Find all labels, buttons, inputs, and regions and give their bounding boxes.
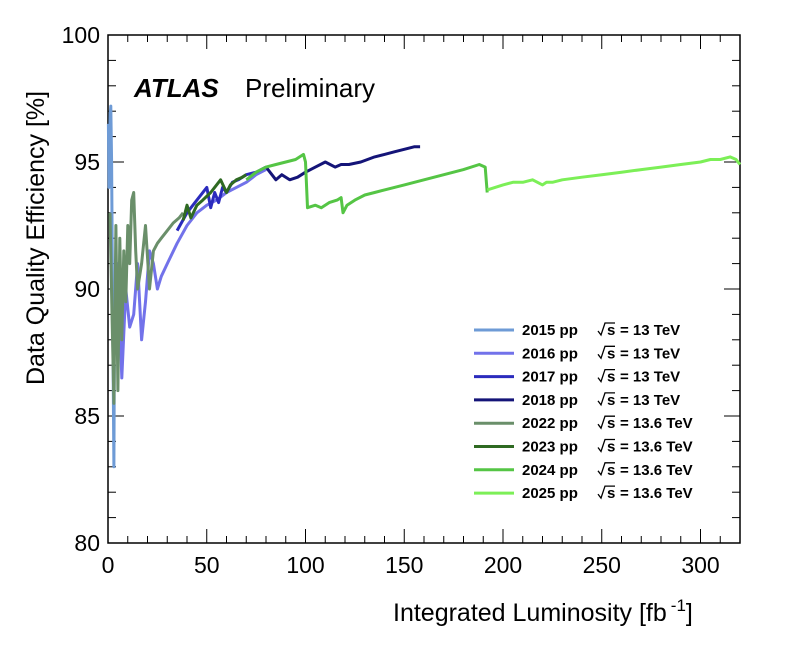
legend-entry: 2018 pp s = 13 TeV [474,392,680,409]
legend-label: 2015 pp [522,322,578,339]
legend-s: s [607,392,615,409]
legend-energy: = 13 TeV [620,369,680,386]
x-tick-label: 100 [286,552,324,578]
x-tick-label: 300 [681,552,719,578]
series-line-2015 [106,104,116,469]
sqrt-icon [597,368,615,383]
legend-energy: = 13.6 TeV [620,415,693,432]
y-tick-label: 85 [74,403,100,429]
x-axis-title-superscript: -1 [671,596,686,615]
x-axis-title: Integrated Luminosity [fb -1] [393,596,693,627]
legend-s: s [607,439,615,456]
x-tick-label: 150 [385,552,423,578]
y-tick-label: 100 [62,22,100,48]
legend-label: 2023 pp [522,439,578,456]
legend-entry: 2017 pp s = 13 TeV [474,369,680,386]
y-tick-label: 80 [74,530,100,556]
x-axis: 0 50 100 150 200 250 300 [102,35,741,578]
legend-energy: = 13 TeV [620,345,680,362]
legend-s: s [607,322,615,339]
legend-energy: = 13.6 TeV [620,439,693,456]
y-tick-label: 90 [74,276,100,302]
legend-entry: 2015 pp s = 13 TeV [474,322,680,339]
legend-label: 2017 pp [522,369,578,386]
series-lines [106,104,742,469]
series-line-2018 [264,145,421,182]
x-tick-label: 250 [583,552,621,578]
legend-energy: = 13 TeV [620,322,680,339]
legend-entry: 2016 pp s = 13 TeV [474,345,680,362]
legend-label: 2016 pp [522,345,578,362]
sqrt-icon [597,345,615,360]
y-tick-label: 95 [74,149,100,175]
x-axis-title-close: ] [686,599,693,627]
series-line-2023 [181,173,248,221]
legend-s: s [607,415,615,432]
legend-label: 2024 pp [522,462,578,479]
sqrt-icon [597,322,615,337]
series-line-2025 [486,155,742,192]
legend-energy: = 13 TeV [620,392,680,409]
sqrt-icon [597,392,615,407]
x-tick-label: 0 [102,552,115,578]
atlas-label: ATLAS [133,73,219,103]
y-axis: 80 85 90 95 100 [62,22,740,556]
preliminary-label: Preliminary [245,73,375,103]
sqrt-icon [597,485,615,500]
legend-entry: 2022 pp s = 13.6 TeV [474,415,693,432]
sqrt-icon [597,462,615,477]
sqrt-icon [597,438,615,453]
legend-label: 2018 pp [522,392,578,409]
legend-s: s [607,345,615,362]
legend-s: s [607,485,615,502]
y-axis-title: Data Quality Efficiency [%] [22,91,50,385]
legend-label: 2025 pp [522,485,578,502]
legend-label: 2022 pp [522,415,578,432]
legend-s: s [607,462,615,479]
legend-entry: 2023 pp s = 13.6 TeV [474,439,693,456]
series-line-2022 [108,191,185,405]
sqrt-icon [597,415,615,430]
legend-energy: = 13.6 TeV [620,485,693,502]
series-line-2024 [245,152,489,215]
legend-s: s [607,369,615,386]
legend-entry: 2024 pp s = 13.6 TeV [474,462,693,479]
legend-entry: 2025 pp s = 13.6 TeV [474,485,693,502]
x-tick-label: 50 [194,552,220,578]
x-tick-label: 200 [484,552,522,578]
legend-energy: = 13.6 TeV [620,462,693,479]
legend: 2015 pp s = 13 TeV 2016 pp s = 13 TeV 2017 pp s… [474,322,693,502]
